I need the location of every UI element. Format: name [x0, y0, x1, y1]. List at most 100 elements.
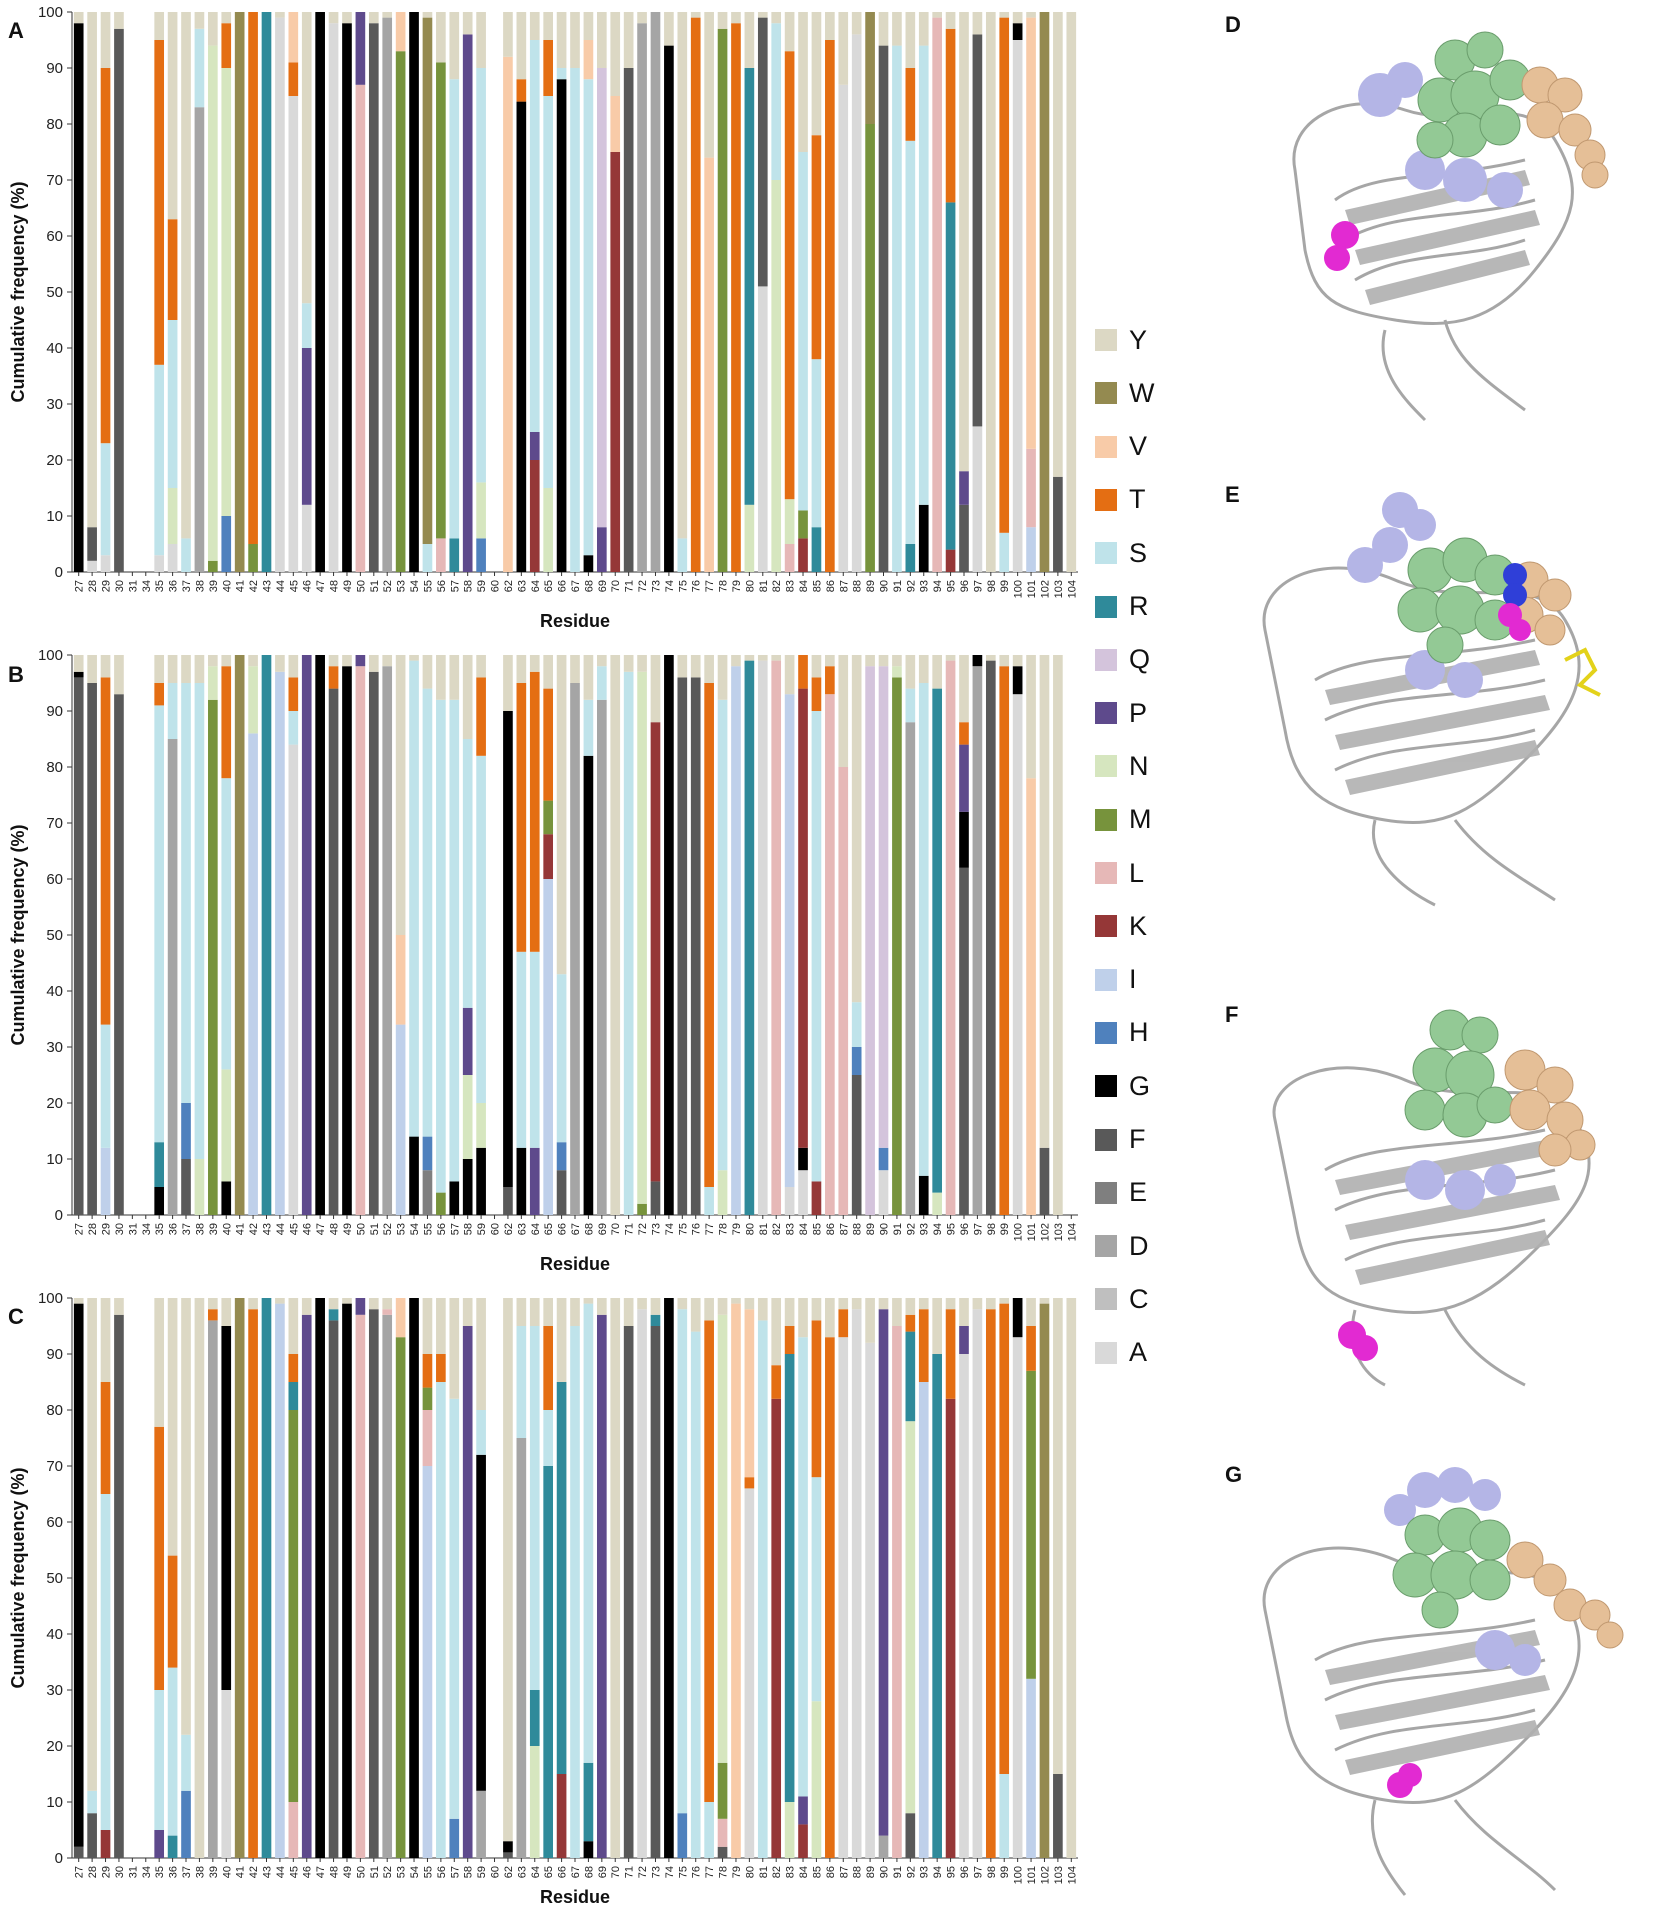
- stacked-bar: [516, 12, 527, 572]
- bar-segment-m: [1026, 1370, 1036, 1679]
- bar-segment-a: [878, 1170, 889, 1215]
- bar-segment-y: [704, 655, 714, 683]
- x-axis-label: Residue: [540, 1887, 610, 1907]
- x-tick-label: 101: [1026, 580, 1038, 598]
- stacked-bar: [543, 12, 554, 572]
- x-tick-label: 41: [235, 1223, 247, 1235]
- x-tick-label: 101: [1026, 1866, 1038, 1884]
- x-tick-label: 97: [972, 1866, 984, 1878]
- bar-segment-y: [717, 655, 728, 700]
- bar-segment-t: [905, 68, 916, 141]
- bar-segment-g: [342, 1303, 352, 1858]
- x-tick-label: 36: [168, 1866, 180, 1878]
- y-axis-label: Cumulative frequency (%): [8, 181, 28, 402]
- stacked-bar: [717, 655, 728, 1215]
- bar-segment-t: [221, 23, 232, 68]
- bar-segment-l: [422, 1410, 433, 1466]
- bar-segment-y: [677, 655, 688, 678]
- bar-segment-a: [838, 84, 849, 573]
- bar-segment-r: [905, 544, 916, 572]
- y-tick-label: 70: [46, 815, 63, 832]
- bar-segment-y: [838, 1298, 849, 1310]
- stacked-bar: [194, 1298, 205, 1858]
- bar-segment-y: [999, 655, 1010, 667]
- stacked-bar: [87, 12, 97, 572]
- legend-swatch: [1095, 968, 1117, 991]
- bar-segment-y: [918, 1298, 929, 1310]
- bar-segment-s: [422, 544, 433, 572]
- x-tick-label: 75: [677, 1223, 689, 1235]
- green-surface: [1416, 31, 1531, 159]
- bar-segment-y: [167, 655, 178, 683]
- x-tick-label: 55: [422, 1866, 434, 1878]
- bar-segment-t: [100, 68, 111, 444]
- bar-segment-k: [945, 1398, 956, 1858]
- bar-segment-g: [516, 101, 527, 572]
- stacked-bar: [744, 12, 755, 572]
- y-tick-label: 70: [46, 172, 63, 189]
- bar-segment-y: [476, 655, 486, 678]
- bar-segment-l: [771, 660, 782, 1215]
- legend-item-l: L: [1095, 853, 1144, 893]
- bar-segment-f: [328, 688, 339, 1215]
- bar-segment-t: [543, 1326, 554, 1410]
- bar-segment-y: [395, 655, 406, 935]
- bar-segment-y: [650, 1298, 661, 1315]
- legend-label: Y: [1129, 324, 1148, 355]
- stacked-bar: [918, 12, 929, 572]
- x-tick-label: 80: [744, 1223, 756, 1235]
- x-tick-label: 87: [838, 580, 850, 592]
- stacked-bar: [905, 1298, 916, 1858]
- bar-segment-y: [985, 1298, 996, 1310]
- x-tick-label: 80: [744, 580, 756, 592]
- bar-segment-n: [717, 1314, 728, 1763]
- bar-segment-y: [1053, 1298, 1063, 1774]
- bar-segment-y: [583, 12, 594, 40]
- stacked-bar: [462, 655, 473, 1215]
- stacked-bar: [261, 655, 272, 1215]
- bar-segment-y: [717, 12, 728, 29]
- bar-segment-t: [221, 666, 232, 779]
- bar-segment-t: [959, 722, 969, 745]
- bar-segment-r: [650, 1314, 661, 1326]
- bar-segment-s: [462, 739, 473, 1008]
- bar-segment-h: [181, 1103, 191, 1159]
- stacked-bar: [878, 655, 889, 1215]
- stacked-bar: [194, 12, 205, 572]
- bar-segment-y: [436, 1298, 446, 1354]
- stacked-bar: [422, 655, 433, 1215]
- legend-item-c: C: [1095, 1279, 1149, 1319]
- stacked-bar: [717, 1298, 728, 1858]
- x-tick-label: 41: [235, 580, 247, 592]
- bar-segment-s: [529, 1326, 540, 1690]
- structure-panel-f: F: [1225, 990, 1665, 1390]
- x-tick-label: 56: [436, 580, 448, 592]
- bar-segment-t: [784, 51, 795, 500]
- stacked-bar: [731, 12, 741, 572]
- stacked-bar: [798, 12, 808, 572]
- x-tick-label: 29: [101, 580, 113, 592]
- y-tick-label: 90: [46, 1346, 63, 1363]
- bar-segment-y: [449, 655, 460, 700]
- legend-label: V: [1129, 431, 1148, 462]
- stacked-bar: [167, 12, 178, 572]
- bar-segment-s: [556, 68, 567, 80]
- bar-segment-y: [462, 655, 473, 739]
- bar-segment-t: [999, 666, 1010, 1215]
- stacked-bar: [677, 1298, 688, 1858]
- legend-swatch: [1095, 1341, 1117, 1364]
- y-tick-label: 40: [46, 983, 63, 1000]
- bar-segment-y: [1053, 12, 1063, 477]
- bar-segment-i: [543, 879, 554, 1215]
- x-tick-label: 57: [449, 1223, 461, 1235]
- bar-segment-a: [851, 1309, 862, 1858]
- bar-segment-n: [208, 45, 218, 561]
- x-tick-label: 84: [798, 1223, 810, 1235]
- bar-segment-y: [114, 1298, 124, 1315]
- stacked-bar: [476, 655, 486, 1215]
- bar-segment-n: [892, 666, 902, 678]
- bar-segment-t: [328, 666, 339, 689]
- bar-segment-r: [811, 527, 822, 572]
- stacked-bar: [301, 1298, 312, 1858]
- x-tick-label: 78: [718, 1223, 730, 1235]
